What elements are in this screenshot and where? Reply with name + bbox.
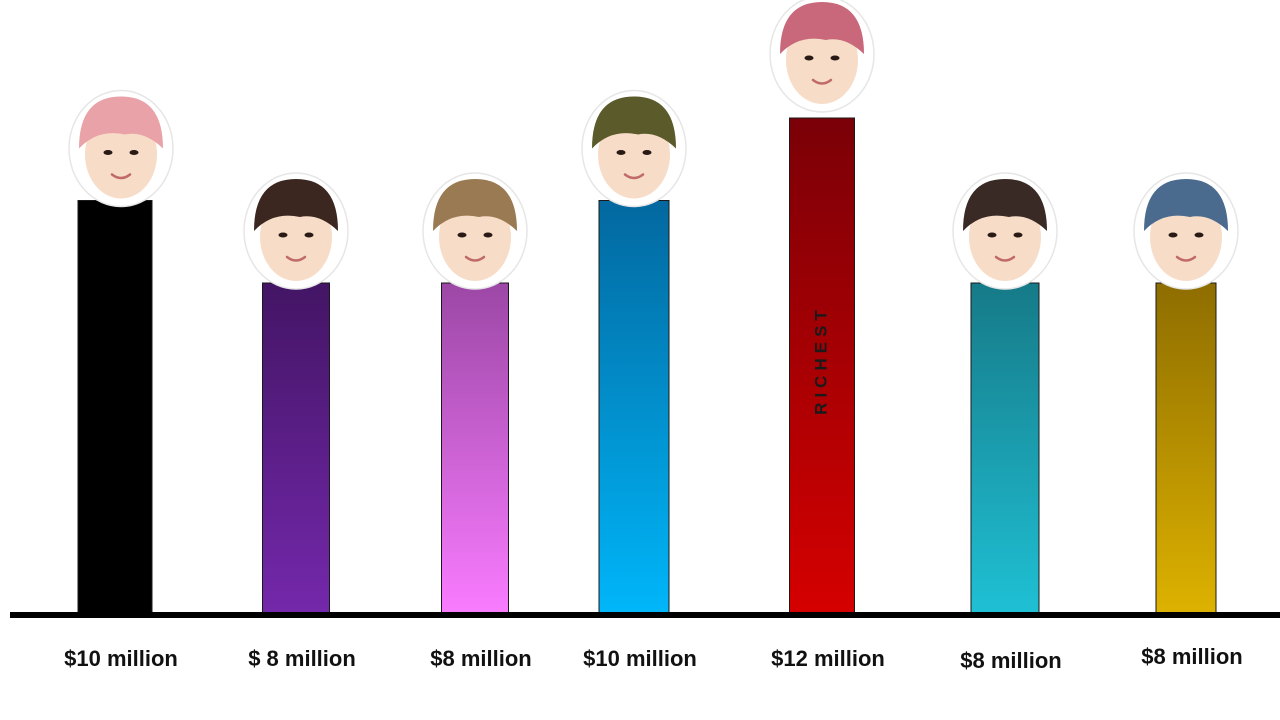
labels-layer: $10 million $ 8 million $8 million $10 mill…: [64, 305, 1243, 673]
avatar-face-6: [952, 172, 1058, 290]
category-label-6: $8 million: [960, 648, 1061, 673]
category-label-7: $8 million: [1141, 644, 1242, 669]
avatar-face-1: [68, 89, 174, 208]
avatar-face-5: [769, 0, 875, 113]
avatar-face-7: [1133, 172, 1239, 290]
bars-layer: [77, 117, 1217, 614]
category-label-5: $12 million: [771, 646, 885, 671]
category-label-1: $10 million: [64, 646, 178, 671]
avatar-face-3: [422, 172, 528, 290]
category-label-2: $ 8 million: [248, 646, 356, 671]
bar-3: [441, 282, 509, 614]
category-label-4: $10 million: [583, 646, 697, 671]
bar-7: [1155, 282, 1217, 614]
bar-4: [598, 200, 670, 614]
avatar-face-2: [243, 172, 349, 290]
faces-layer: [68, 0, 1239, 290]
bar-annotation-1: RICHEST: [811, 305, 830, 415]
bar-5: [789, 117, 855, 614]
bar-6: [970, 282, 1040, 614]
avatar-face-4: [581, 89, 687, 208]
bar-2: [262, 282, 330, 614]
bar-1: [77, 200, 153, 614]
category-label-3: $8 million: [430, 646, 531, 671]
